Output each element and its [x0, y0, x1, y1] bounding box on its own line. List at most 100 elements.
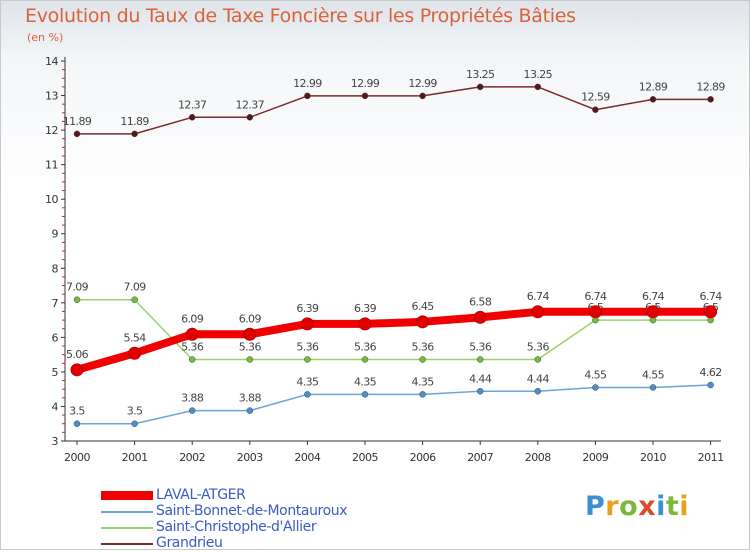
- chart-title: Evolution du Taux de Taxe Foncière sur l…: [25, 5, 576, 27]
- data-point-grandrieu: [707, 96, 714, 103]
- data-point-laval-atger: [704, 305, 718, 319]
- x-tick-label: 2009: [582, 451, 608, 464]
- data-label-saint-bonnet-de-montauroux: 3.88: [239, 392, 262, 405]
- data-point-laval-atger: [185, 327, 199, 341]
- logo-letter: t: [665, 491, 680, 522]
- data-point-grandrieu: [361, 92, 369, 100]
- data-point-saint-bonnet-de-montauroux: [188, 407, 196, 414]
- data-point-saint-christophe-d-allier: [73, 296, 81, 303]
- data-label-saint-bonnet-de-montauroux: 3.5: [69, 405, 85, 418]
- x-tick-label: 2006: [410, 451, 436, 464]
- legend-swatch: [101, 491, 153, 500]
- logo-letter: r: [605, 491, 620, 522]
- data-label-saint-bonnet-de-montauroux: 4.44: [469, 372, 492, 385]
- y-tick-label: 3: [52, 435, 59, 448]
- x-tick-label: 2004: [294, 451, 320, 464]
- data-point-laval-atger: [473, 310, 487, 324]
- data-label-saint-christophe-d-allier: 5.36: [239, 340, 262, 353]
- data-point-laval-atger: [358, 317, 372, 331]
- data-label-saint-bonnet-de-montauroux: 4.35: [296, 375, 319, 388]
- data-label-saint-christophe-d-allier: 5.36: [354, 340, 377, 353]
- data-label-saint-bonnet-de-montauroux: 3.88: [181, 392, 204, 405]
- series-line-grandrieu: [76, 86, 712, 135]
- data-point-laval-atger: [588, 305, 602, 319]
- data-point-grandrieu: [131, 130, 138, 138]
- data-point-laval-atger: [646, 305, 660, 319]
- data-label-saint-christophe-d-allier: 5.36: [412, 340, 435, 353]
- y-tick-label: 11: [45, 159, 58, 172]
- data-label-grandrieu: 11.89: [63, 115, 92, 128]
- data-label-saint-christophe-d-allier: 5.36: [469, 340, 492, 353]
- data-point-grandrieu: [592, 106, 599, 113]
- series-line-saint-christophe-d-allier: [76, 298, 712, 361]
- legend-label: Grandrieu: [156, 535, 223, 551]
- data-label-saint-christophe-d-allier: 5.36: [296, 340, 319, 353]
- data-label-saint-christophe-d-allier: 5.36: [527, 340, 550, 353]
- data-label-laval-atger: 5.06: [66, 348, 89, 361]
- data-label-grandrieu: 13.25: [524, 68, 553, 81]
- data-point-saint-bonnet-de-montauroux: [592, 384, 599, 391]
- x-tick-label: 2003: [237, 451, 263, 464]
- data-label-laval-atger: 6.58: [469, 295, 492, 308]
- x-tick-label: 2011: [698, 451, 724, 464]
- data-point-saint-christophe-d-allier: [361, 356, 369, 363]
- x-tick-label: 2000: [64, 451, 90, 464]
- data-point-saint-christophe-d-allier: [304, 356, 311, 363]
- y-tick-label: 8: [52, 262, 59, 275]
- data-point-saint-christophe-d-allier: [188, 356, 196, 363]
- data-label-laval-atger: 6.74: [642, 290, 665, 303]
- data-point-grandrieu: [476, 83, 484, 91]
- data-point-saint-bonnet-de-montauroux: [246, 407, 254, 414]
- x-tick-label: 2007: [467, 451, 493, 464]
- data-point-saint-bonnet-de-montauroux: [707, 381, 714, 389]
- logo-letter: o: [619, 491, 639, 522]
- data-point-saint-christophe-d-allier: [419, 356, 426, 363]
- data-label-grandrieu: 11.89: [120, 115, 149, 128]
- x-tick-label: 2008: [525, 451, 551, 464]
- y-tick-label: 9: [52, 228, 59, 241]
- data-label-grandrieu: 12.37: [236, 98, 265, 111]
- data-point-saint-bonnet-de-montauroux: [73, 420, 81, 427]
- legend-label: Saint-Bonnet-de-Montauroux: [156, 503, 348, 519]
- x-tick-label: 2005: [352, 451, 378, 464]
- y-tick-label: 13: [45, 90, 58, 103]
- data-label-laval-atger: 6.74: [700, 290, 723, 303]
- data-point-laval-atger: [70, 363, 84, 377]
- data-label-laval-atger: 6.09: [239, 312, 262, 325]
- y-tick-label: 10: [45, 193, 58, 206]
- data-point-laval-atger: [300, 317, 314, 331]
- series-line-laval-atger: [73, 307, 715, 374]
- y-tick-label: 4: [52, 400, 59, 413]
- x-tick-label: 2010: [640, 451, 666, 464]
- data-label-laval-atger: 6.74: [527, 290, 550, 303]
- data-label-saint-bonnet-de-montauroux: 4.62: [700, 366, 722, 379]
- data-label-saint-bonnet-de-montauroux: 4.55: [642, 368, 665, 381]
- x-tick-label: 2002: [179, 451, 205, 464]
- data-point-saint-christophe-d-allier: [534, 356, 542, 363]
- data-label-laval-atger: 6.09: [181, 312, 204, 325]
- y-tick-label: 12: [45, 124, 58, 137]
- data-point-saint-bonnet-de-montauroux: [534, 388, 542, 395]
- data-point-saint-christophe-d-allier: [131, 296, 138, 303]
- data-label-grandrieu: 12.37: [178, 98, 207, 111]
- data-point-grandrieu: [246, 114, 254, 121]
- data-label-saint-bonnet-de-montauroux: 4.44: [527, 372, 550, 385]
- data-label-grandrieu: 12.59: [581, 91, 610, 104]
- data-label-saint-bonnet-de-montauroux: 4.35: [412, 375, 435, 388]
- logo-letter: x: [638, 491, 657, 522]
- data-label-laval-atger: 6.74: [584, 290, 607, 303]
- data-point-laval-atger: [128, 346, 142, 360]
- data-label-grandrieu: 13.25: [466, 68, 495, 81]
- data-label-laval-atger: 6.45: [412, 300, 435, 313]
- data-label-saint-bonnet-de-montauroux: 3.5: [127, 405, 143, 418]
- data-point-saint-bonnet-de-montauroux: [304, 391, 311, 398]
- legend-label: Saint-Christophe-d'Allier: [156, 519, 317, 535]
- logo-letter: i: [679, 491, 690, 522]
- data-label-grandrieu: 12.99: [351, 77, 380, 90]
- legend-swatch: [101, 543, 153, 545]
- data-label-laval-atger: 5.54: [124, 331, 147, 344]
- y-tick-label: 14: [45, 55, 58, 68]
- data-point-saint-bonnet-de-montauroux: [649, 384, 657, 391]
